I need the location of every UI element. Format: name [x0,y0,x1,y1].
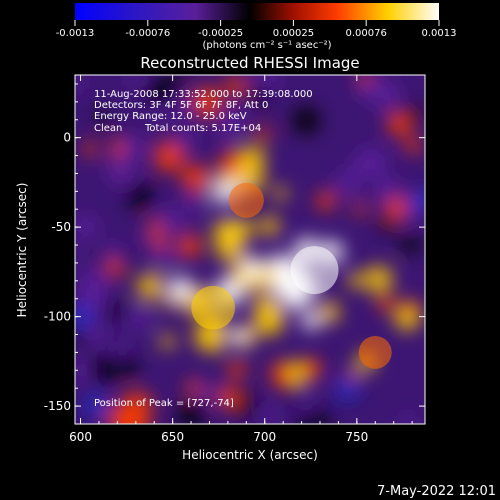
colorbar-tick-label: -0.0013 [56,28,95,39]
annotation-energy: Energy Range: 12.0 - 25.0 keV [94,111,247,122]
annotation-method: Clean [94,123,122,134]
annotation-counts: Total counts: 5.17E+04 [144,123,261,134]
y-tick-label: -50 [51,220,71,234]
x-tick-label: 600 [69,430,92,444]
plot-frame [74,74,426,425]
y-tick-label: 0 [63,131,71,145]
colorbar-tick-label: 0.0013 [422,28,457,39]
colorbar-tick-label: -0.00076 [125,28,170,39]
bright-region-mark [228,182,264,218]
x-tick-label: 700 [253,430,276,444]
colorbar-tick-label: -0.00025 [198,28,243,39]
bright-regions [191,182,392,369]
colorbar [75,3,439,20]
chart-title: Reconstructed RHESSI Image [140,54,359,72]
annotation-peak: Position of Peak = [727,-74] [94,398,234,409]
y-tick-label: -100 [44,310,71,324]
bright-region-mark [358,335,392,369]
y-tick-label: -150 [44,399,71,413]
footer-timestamp: 7-May-2022 12:01 [377,484,496,499]
y-axis-label: Heliocentric Y (arcsec) [15,183,29,318]
colorbar-units: (photons cm⁻² s⁻¹ asec⁻²) [202,40,331,51]
bright-region-mark [290,246,339,295]
colorbar-tick-label: 0.00076 [346,28,387,39]
x-tick-label: 650 [161,430,184,444]
annotation-detectors: Detectors: 3F 4F 5F 6F 7F 8F, Att 0 [94,100,268,111]
x-tick-label: 750 [345,430,368,444]
colorbar-tick-label: 0.00025 [273,28,314,39]
colorbar-ticks: -0.0013 -0.00076 -0.00025 0.00025 0.00076 0.0… [56,20,457,39]
x-axis-label: Heliocentric X (arcsec) [182,448,318,462]
bright-region-mark [191,285,236,330]
axis-ticks: 600 650 700 750 0 -50 -100 -150 [44,75,425,444]
annotation-time: 11-Aug-2008 17:33:52.000 to 17:39:08.000 [94,89,313,100]
